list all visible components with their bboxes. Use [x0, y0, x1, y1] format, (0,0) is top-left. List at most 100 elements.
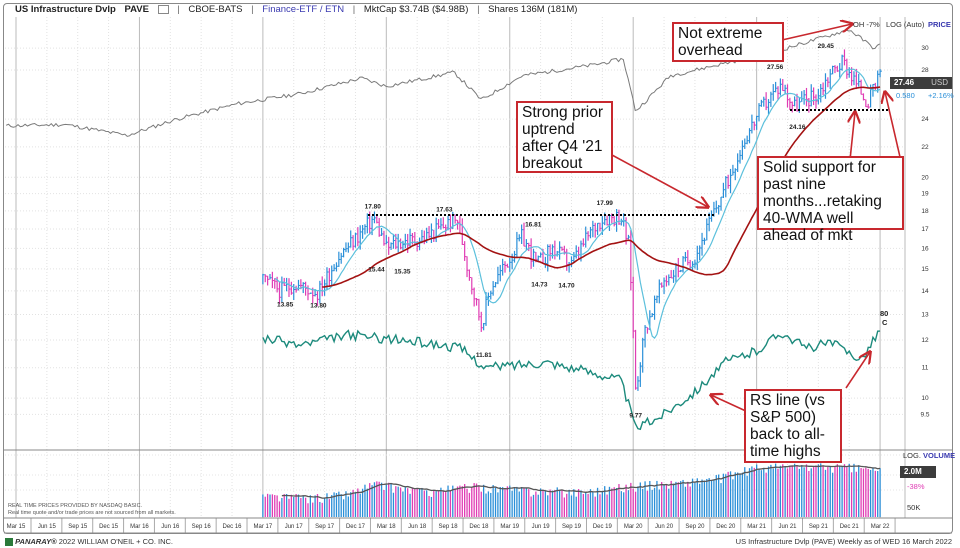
price-bar: [836, 65, 840, 72]
price-bar: [748, 128, 752, 144]
price-bar: [373, 211, 377, 224]
price-bar: [706, 218, 709, 241]
x-tick-label: Sep 18: [439, 524, 459, 530]
volume-average-line: [281, 465, 881, 499]
disclaimer-line-2: Real time quote and/or trade prices are …: [8, 510, 176, 516]
price-bar: [347, 242, 351, 253]
price-bar: [454, 214, 457, 224]
arrow-40wma: [885, 92, 901, 158]
price-bar: [366, 213, 370, 234]
price-bar: [615, 209, 619, 232]
price-bar: [437, 219, 441, 229]
x-tick-label: Dec 17: [346, 524, 366, 530]
y-tick-label: 16: [921, 245, 929, 252]
price-bar: [611, 213, 614, 224]
price-bar: [582, 238, 586, 247]
price-bar: [395, 233, 398, 250]
price-bar: [290, 281, 294, 295]
price-bar: [559, 241, 562, 260]
x-tick-label: Jun 15: [38, 524, 57, 530]
price-high-low-label: 15.35: [394, 269, 411, 276]
price-high-low-label: 13.85: [277, 301, 294, 308]
price-bar: [765, 92, 768, 111]
price-bar: [483, 322, 486, 331]
price-bar: [727, 174, 730, 189]
price-bar: [509, 257, 512, 272]
price-bar: [850, 67, 854, 86]
overhead-supply: OH -7%: [853, 20, 880, 29]
price-high-low-label: 17.80: [365, 203, 382, 210]
scale-mode[interactable]: LOG (Auto): [886, 20, 925, 29]
security-name: US Infrastructure Dvlp: [15, 4, 116, 15]
x-tick-label: Sep 20: [685, 524, 705, 530]
price-bar: [839, 63, 842, 78]
panaray-logo-icon: [5, 538, 13, 547]
x-tick-label: Mar 20: [624, 524, 643, 530]
price-bar: [827, 77, 830, 88]
price-bar: [423, 230, 427, 245]
x-tick-label: Mar 22: [871, 524, 890, 530]
price-high-low-label: 27.56: [767, 64, 784, 71]
price-bar: [817, 88, 821, 105]
x-tick-label: Dec 15: [99, 524, 119, 530]
x-tick-label: Jun 16: [161, 524, 180, 530]
price-bar: [618, 209, 621, 225]
price-bar: [613, 215, 617, 227]
price-bar: [504, 261, 507, 273]
price-bar: [547, 244, 550, 272]
price-bar: [627, 234, 631, 240]
price-bar: [461, 218, 465, 245]
price-bar: [399, 238, 403, 250]
copyright: 2022 WILLIAM O'NEIL + CO. INC.: [58, 537, 174, 546]
chart-header: US Infrastructure Dvlp PAVE | CBOE-BATS …: [15, 4, 583, 15]
flag-icon[interactable]: [157, 4, 169, 14]
price-bar: [767, 99, 771, 115]
price-bar: [309, 292, 313, 294]
price-bar: [516, 231, 519, 258]
industry-link[interactable]: Finance-ETF / ETN: [262, 4, 345, 15]
price-bar: [499, 264, 503, 282]
y-tick-label: 10: [921, 395, 929, 402]
arrow-breakout: [611, 154, 708, 207]
volume-scale[interactable]: LOG.: [903, 451, 921, 460]
price-bar: [877, 70, 880, 93]
x-tick-label: Dec 18: [469, 524, 489, 530]
y-tick-label: 30: [921, 45, 929, 52]
price-bar: [732, 164, 735, 176]
price-bar: [794, 96, 797, 107]
price-bar: [824, 73, 828, 99]
x-tick-label: Mar 17: [254, 524, 273, 530]
price-bar: [874, 82, 878, 91]
price-bar: [777, 86, 780, 100]
price-bar: [549, 244, 552, 261]
price-bar: [791, 101, 795, 113]
price-bar: [589, 226, 593, 239]
price-bar: [490, 290, 493, 300]
price-bar: [561, 246, 564, 251]
annotation-rs-line: RS line (vs S&P 500) back to all-time hi…: [744, 389, 842, 463]
price-bar: [665, 275, 669, 287]
volume-bars: [262, 463, 881, 517]
price-bar: [485, 292, 488, 326]
price-bar: [741, 140, 745, 160]
price-bar: [637, 376, 640, 391]
x-tick-label: Mar 21: [747, 524, 766, 530]
y-tick-label: 14: [921, 288, 929, 295]
rs-rating: 80: [880, 309, 889, 318]
y-tick-label: 9.5: [920, 411, 929, 418]
as-of-date: US Infrastructure Dvlp (PAVE) Weekly as …: [735, 537, 952, 546]
price-bar: [687, 250, 690, 266]
divider: |: [251, 4, 254, 15]
annotation-uptrend: Strong prior uptrend after Q4 '21 breako…: [516, 101, 613, 173]
x-tick-label: Sep 15: [68, 524, 88, 530]
price-bar: [554, 240, 557, 260]
price-bar: [573, 251, 576, 264]
price-bar: [789, 97, 792, 111]
annotation-support: Solid support for past nine months...ret…: [757, 156, 904, 244]
price-bar: [274, 278, 277, 289]
price-high-low-label: 11.81: [476, 352, 492, 359]
price-bar: [672, 269, 676, 283]
y-tick-label: 24: [921, 116, 929, 123]
price-bar: [421, 229, 424, 244]
